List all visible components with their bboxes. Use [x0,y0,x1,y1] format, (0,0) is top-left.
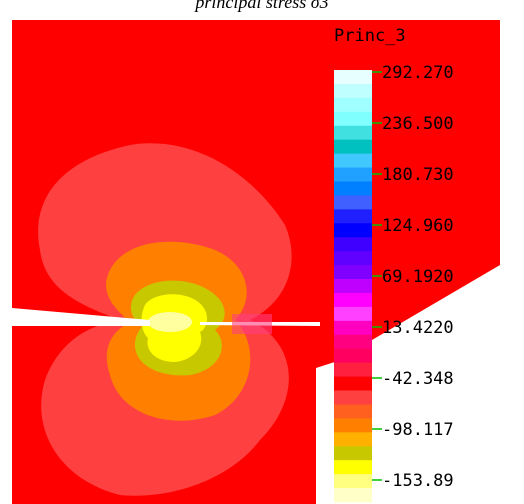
colorbar-band [334,334,372,350]
colorbar-band [334,167,372,182]
tick-label: 124.960 [382,216,454,236]
colorbar-band [334,348,372,364]
colorbar-ticks: 292.270 236.500 180.730 124.960 69.1920 13.42… [372,63,454,491]
colorbar-band [334,209,372,224]
colorbar-band [334,139,372,155]
tick-label: 13.4220 [382,318,454,338]
tick-label: -153.89 [382,471,454,491]
colorbar-band [334,83,372,99]
colorbar-band [334,279,372,294]
colorbar-band [334,125,372,141]
colorbar [334,70,372,503]
colorbar-band [334,376,372,392]
colorbar-band [334,432,372,447]
tick-label: 69.1920 [382,267,454,287]
colorbar-band [334,70,372,85]
colorbar-band [334,460,372,475]
colorbar-band [334,446,372,461]
colorbar-band [334,306,372,322]
notch-detail [232,314,272,334]
colorbar-band [334,404,372,419]
crack [12,308,150,326]
tick-label: 180.730 [382,165,454,185]
colorbar-band [334,292,372,308]
colorbar-band [334,265,372,280]
colorbar-band [334,153,372,169]
colorbar-band [334,362,372,378]
tick-label: -42.348 [382,369,454,389]
colorbar-band [334,111,372,127]
colorbar-band [334,97,372,113]
colorbar-band [334,418,372,433]
colorbar-band [334,390,372,405]
colorbar-band [334,223,372,238]
colorbar-band [334,181,372,196]
colorbar-band [334,251,372,266]
tick-label: 292.270 [382,63,454,83]
tick-label: -98.117 [382,420,454,440]
crack-right [500,308,524,326]
colorbar-band [334,195,372,210]
margin [500,20,524,308]
legend-title: Princ_3 [334,26,406,46]
contour-core [148,312,192,332]
colorbar-band [334,474,372,489]
colorbar-band [334,488,372,503]
colorbar-band [334,320,372,336]
plot-title: principal stress σ3 [193,0,328,12]
tick-label: 236.500 [382,114,454,134]
colorbar-band [334,237,372,252]
